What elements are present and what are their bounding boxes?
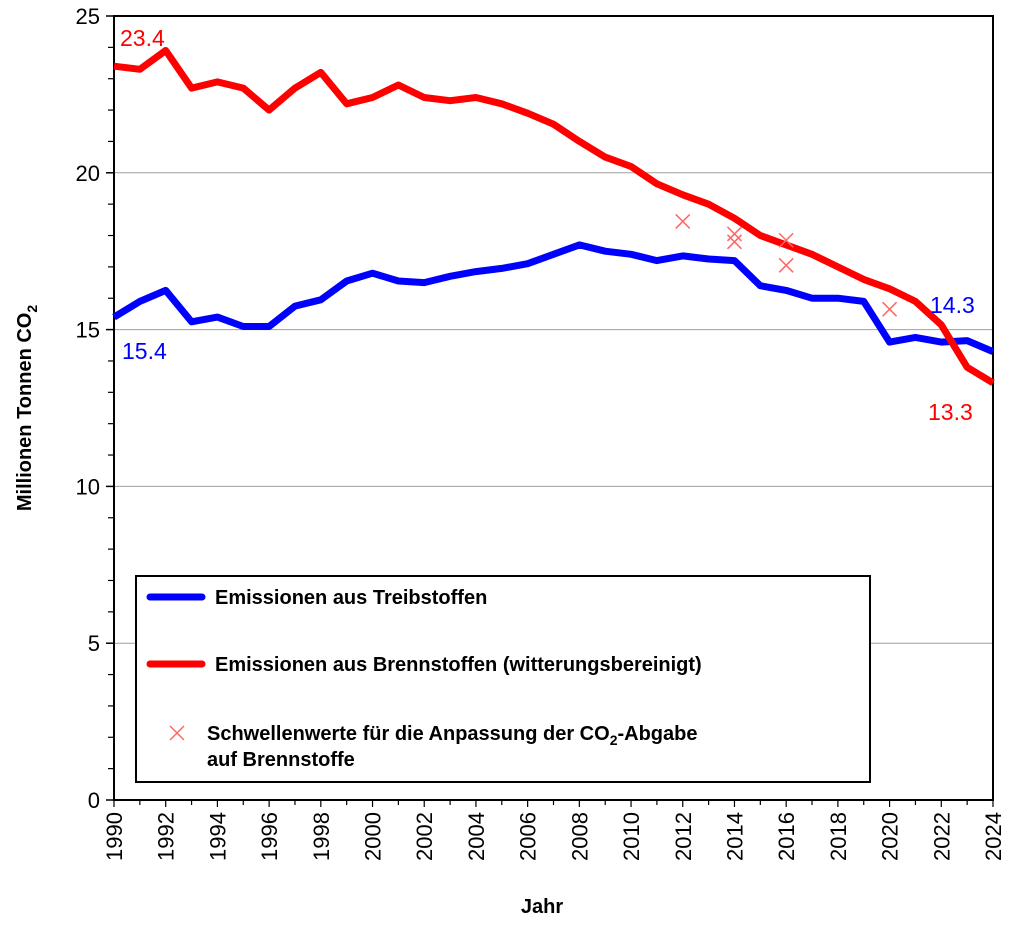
- x-tick-label: 2018: [826, 812, 851, 861]
- y-tick-label: 0: [88, 788, 100, 813]
- y-tick-label: 10: [76, 474, 100, 499]
- y-axis-title-subscript: 2: [24, 305, 40, 313]
- x-tick-label: 2022: [929, 812, 954, 861]
- y-axis-title-main: Millionen Tonnen CO: [14, 313, 36, 512]
- plot-area-frame: [113, 15, 994, 801]
- gridlines: [114, 172, 993, 644]
- x-tick-label: 2020: [878, 812, 903, 861]
- series-line-brennstoffe: [113, 47, 995, 386]
- x-tick-label: 1994: [205, 812, 230, 861]
- annotation-start-brennstoffe: 23.4: [120, 25, 165, 51]
- y-axis-ticks: 0 5 10 15 20 25: [76, 4, 114, 813]
- legend-item-brennstoffe: Emissionen aus Brennstoffen (witterungsb…: [146, 654, 702, 676]
- legend-label-schwellenwerte-part1: Schwellenwerte für die Anpassung der CO: [207, 723, 610, 745]
- legend-x-marker-icon: [169, 725, 185, 741]
- y-tick-label: 25: [76, 4, 100, 29]
- threshold-x-marker: [726, 226, 743, 242]
- legend-label-schwellenwerte-subscript: 2: [610, 732, 618, 748]
- legend-label-schwellenwerte-line2: auf Brennstoffe: [207, 749, 355, 771]
- x-tick-label: 2000: [361, 812, 386, 861]
- legend-label-schwellenwerte-part2: -Abgabe: [617, 723, 697, 745]
- x-tick-label: 1998: [309, 812, 334, 861]
- x-axis-ticks: 1990 1992 1994 1996 1998 2000 2002 2004 2006 2008…: [102, 800, 1006, 861]
- y-tick-label: 20: [76, 161, 100, 186]
- threshold-x-marker: [778, 232, 794, 248]
- x-tick-label: 2002: [412, 812, 437, 861]
- threshold-x-marker: [675, 213, 691, 229]
- x-tick-label: 1992: [154, 812, 179, 861]
- x-tick-label: 1990: [102, 812, 127, 861]
- threshold-x-marker: [726, 234, 743, 250]
- series-line-treibstoffe: [112, 241, 995, 355]
- x-axis-title: Jahr: [521, 896, 563, 918]
- x-tick-label: 2006: [516, 812, 541, 861]
- x-tick-label: 1996: [257, 812, 282, 861]
- x-tick-label: 2024: [981, 812, 1006, 861]
- x-tick-label: 2004: [464, 812, 489, 861]
- y-axis-title: Millionen Tonnen CO2: [14, 305, 40, 512]
- legend: Emissionen aus Treibstoffen Emissionen a…: [135, 575, 871, 783]
- x-tick-label: 2012: [671, 812, 696, 861]
- threshold-x-marker: [882, 301, 898, 317]
- legend-item-treibstoffe: Emissionen aus Treibstoffen: [146, 587, 487, 609]
- y-tick-label: 15: [76, 318, 100, 343]
- legend-label-schwellenwerte: Schwellenwerte für die Anpassung der CO2…: [207, 723, 697, 748]
- legend-label-treibstoffe: Emissionen aus Treibstoffen: [215, 587, 487, 609]
- data-annotations: 23.4 15.4 14.3 13.3: [120, 25, 975, 425]
- threshold-x-marker: [778, 257, 794, 273]
- x-tick-label: 2010: [619, 812, 644, 861]
- x-tick-label: 2016: [774, 812, 799, 861]
- annotation-end-treibstoffe: 14.3: [930, 292, 975, 318]
- legend-box: [135, 575, 871, 783]
- x-tick-label: 2014: [722, 812, 747, 861]
- x-tick-label: 2008: [567, 812, 592, 861]
- legend-label-brennstoffe: Emissionen aus Brennstoffen (witterungsb…: [215, 654, 702, 676]
- y-tick-label: 5: [88, 631, 100, 656]
- annotation-end-brennstoffe: 13.3: [928, 399, 973, 425]
- annotation-start-treibstoffe: 15.4: [122, 338, 167, 364]
- threshold-markers: [675, 213, 898, 317]
- legend-item-schwellenwerte: Schwellenwerte für die Anpassung der CO2…: [169, 723, 697, 771]
- series-lines: [112, 47, 995, 386]
